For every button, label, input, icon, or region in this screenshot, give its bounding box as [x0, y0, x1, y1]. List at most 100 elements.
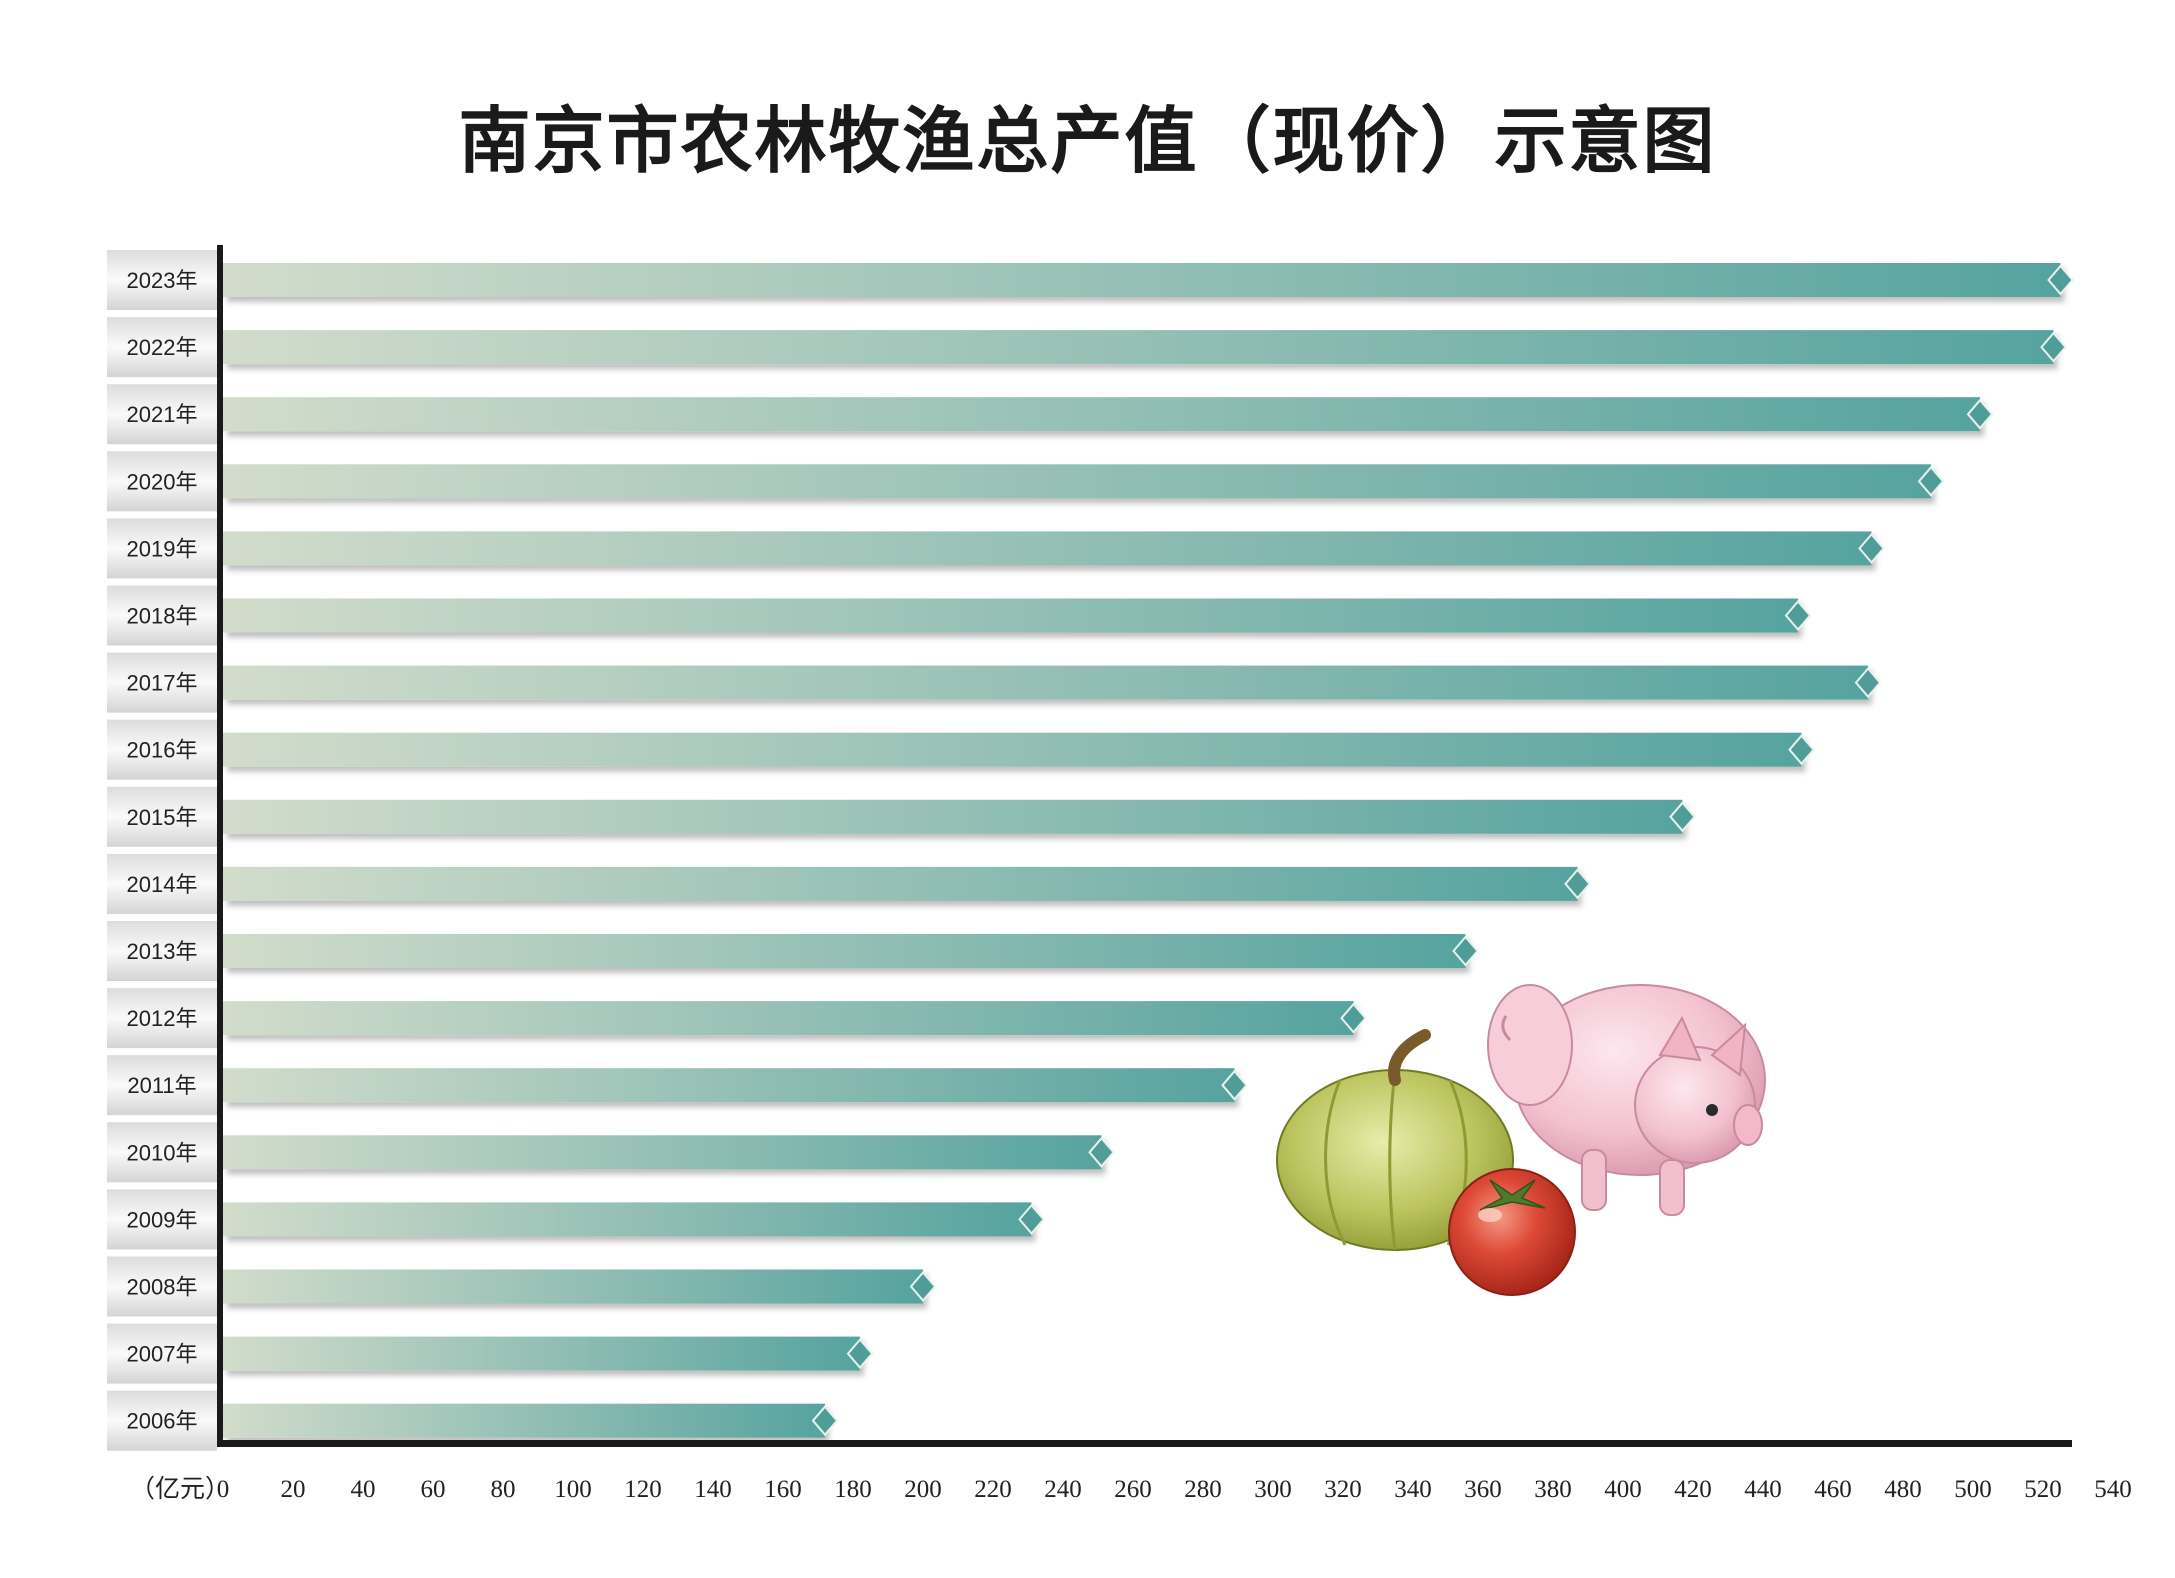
year-label: 2006年: [127, 1409, 198, 1434]
bar-end-cap: [1966, 398, 1994, 430]
x-tick-label: 300: [1254, 1476, 1292, 1503]
bar: [223, 799, 1683, 834]
year-label: 2013年: [127, 939, 198, 964]
bar: [223, 1135, 1102, 1170]
bar-end-cap: [1340, 1002, 1367, 1034]
bar: [223, 598, 1798, 633]
x-tick-label: 400: [1604, 1476, 1642, 1503]
year-label-box: [107, 786, 217, 847]
bar-end-cap: [2040, 331, 2067, 363]
bar-end-cap: [1858, 532, 1885, 564]
x-tick-label: 480: [1884, 1476, 1922, 1503]
x-tick-label: 500: [1954, 1476, 1992, 1503]
x-tick-label: 460: [1814, 1476, 1852, 1503]
year-label: 2019年: [127, 536, 198, 561]
year-label-box: [107, 1390, 217, 1451]
bar: [223, 1336, 860, 1371]
x-tick-label: 340: [1394, 1476, 1432, 1503]
x-tick-label: 120: [624, 1476, 662, 1503]
bar-end-cap: [2047, 264, 2074, 296]
bar-end-cap: [1917, 465, 1945, 497]
year-label-box: [107, 652, 217, 713]
year-label-box: [107, 518, 217, 579]
bar: [223, 263, 2061, 297]
chart-title: 南京市农林牧渔总产值（现价）示意图: [458, 98, 1717, 183]
x-tick-label: 520: [2024, 1476, 2062, 1503]
tomato-illustration: [1448, 1168, 1576, 1296]
x-tick-label: 540: [2094, 1476, 2132, 1503]
x-tick-label: 420: [1674, 1476, 1712, 1503]
year-label: 2018年: [127, 604, 198, 629]
x-tick-label: 140: [694, 1476, 732, 1503]
x-tick-label: 180: [834, 1476, 872, 1503]
bar: [223, 531, 1872, 566]
bar-end-cap: [811, 1405, 839, 1437]
x-tick-label: 440: [1744, 1476, 1782, 1503]
bar-end-cap: [1452, 935, 1479, 967]
x-tick-label: 60: [421, 1476, 446, 1503]
bar-end-cap: [1788, 734, 1815, 766]
year-label-box: [107, 1256, 217, 1317]
x-tick-label: 220: [974, 1476, 1012, 1503]
bar-end-cap: [1564, 868, 1591, 900]
year-label: 2017年: [127, 671, 198, 696]
year-label-box: [107, 1189, 217, 1250]
bar: [223, 732, 1802, 767]
year-label: 2012年: [127, 1006, 198, 1031]
year-labels: 2023年 2022年 2021年 2020年 2019年 2018年 2017年 2016年…: [107, 250, 217, 1451]
bar: [223, 866, 1578, 901]
year-label-box: [107, 921, 217, 981]
year-label: 2011年: [127, 1073, 196, 1098]
pig-illustration: [1487, 984, 1766, 1216]
x-tick-label: 100: [554, 1476, 592, 1503]
x-axis-line: [217, 1440, 2072, 1447]
year-label: 2014年: [127, 872, 198, 897]
bar-end-cap: [909, 1270, 937, 1303]
bar: [223, 1202, 1032, 1237]
bar-end-cap: [1854, 667, 1882, 699]
bar: [223, 665, 1868, 700]
x-tick-label: 200: [904, 1476, 942, 1503]
x-tick-label: 0: [217, 1476, 230, 1503]
year-label-box: [107, 451, 217, 512]
bar: [223, 397, 1980, 432]
bar-end-cap: [846, 1338, 874, 1370]
x-tick-label: 280: [1184, 1476, 1222, 1503]
year-label: 2007年: [127, 1342, 198, 1367]
x-axis-unit-label: （亿元）: [130, 1475, 230, 1503]
x-tick-label: 380: [1534, 1476, 1572, 1503]
bar: [223, 1001, 1354, 1036]
year-label-box: [107, 384, 217, 445]
year-label-box: [107, 719, 217, 780]
year-label: 2023年: [127, 268, 198, 293]
bar: [223, 330, 2054, 365]
x-axis-ticks: 0 20 40 60 80 100 120 140 160 180 200 220 240 260 280 3…: [217, 1476, 2132, 1503]
year-label: 2015年: [127, 805, 198, 830]
year-label: 2009年: [127, 1207, 198, 1232]
bar: [223, 1068, 1235, 1103]
bar-end-cap: [1221, 1069, 1248, 1101]
y-axis-line: [217, 245, 223, 1445]
year-label-box: [107, 1323, 217, 1384]
bar-end-cap: [1088, 1136, 1115, 1168]
year-label-box: [107, 1122, 217, 1183]
year-label-box: [107, 853, 217, 914]
x-tick-label: 20: [281, 1476, 306, 1503]
year-label-box: [107, 988, 217, 1049]
x-tick-label: 260: [1114, 1476, 1152, 1503]
x-tick-label: 160: [764, 1476, 802, 1503]
bar: [223, 1269, 923, 1304]
bar: [223, 464, 1931, 499]
bar: [223, 934, 1466, 968]
x-tick-label: 240: [1044, 1476, 1082, 1503]
x-tick-label: 320: [1324, 1476, 1362, 1503]
year-label: 2016年: [127, 738, 198, 763]
year-label: 2021年: [127, 402, 198, 427]
bar-end-cap: [1784, 599, 1812, 632]
year-label: 2010年: [127, 1140, 198, 1165]
year-label-box: [107, 1055, 217, 1116]
x-tick-label: 40: [351, 1476, 376, 1503]
year-label-box: [107, 585, 217, 646]
bars: [223, 263, 2074, 1438]
